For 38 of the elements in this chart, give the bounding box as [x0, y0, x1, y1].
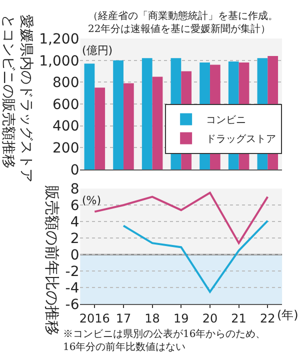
x-tick-label: 20: [202, 312, 218, 326]
x-tick-label: 17: [116, 312, 132, 326]
text: ※コンビニは県別の公表が16年からのため、 16年分の前年比数値はない: [63, 328, 266, 353]
y-tick-label: 0: [70, 248, 80, 264]
chart-subtitle: （経産省の「商業動態統計」を基に作成。 22年分は速報値を基に愛媛新聞が集計）: [88, 10, 278, 35]
x-tick-label: 22: [260, 312, 276, 326]
y-tick-label: 6: [70, 198, 80, 214]
y-tick-label: 200: [52, 140, 80, 157]
y-tick-label: 800: [52, 75, 80, 92]
x-tick-label: 19: [174, 312, 189, 326]
y-tick-label: -2: [65, 264, 80, 280]
y-tick-label: 4: [70, 214, 80, 231]
y-tick-label: -6: [65, 297, 80, 314]
bar: [152, 76, 163, 170]
y-axis-title: (%): [82, 194, 102, 207]
line-series: [122, 220, 269, 293]
text: 愛媛県内のドラッグストアとコンビニの販売額推移: [0, 14, 34, 182]
x-tick-label: 2016: [79, 312, 110, 326]
text: 販売額の前年比の推移: [43, 185, 62, 336]
y-tick-label: 1,200: [39, 31, 80, 48]
y-tick-label: 1,000: [39, 53, 80, 70]
y-tick-label: 0: [70, 162, 80, 178]
x-tick-label: 18: [144, 312, 160, 326]
x-tick-label: 21: [231, 312, 246, 326]
bar: [113, 60, 124, 170]
y-axis-title: (億円): [82, 44, 113, 57]
y-tick-label: 2: [70, 231, 80, 248]
y-tick-label: 8: [70, 181, 80, 198]
legend-label: ドラッグストア: [206, 134, 276, 146]
y-tick-label: 600: [52, 96, 80, 113]
y-tick-label: -4: [65, 280, 80, 297]
bar: [84, 64, 95, 170]
bar: [142, 58, 152, 170]
y-tick-label: 400: [52, 118, 80, 135]
bar: [94, 88, 106, 170]
x-axis-title: (年): [277, 308, 298, 322]
bar: [123, 83, 134, 170]
legend-label: コンビニ: [206, 115, 246, 126]
